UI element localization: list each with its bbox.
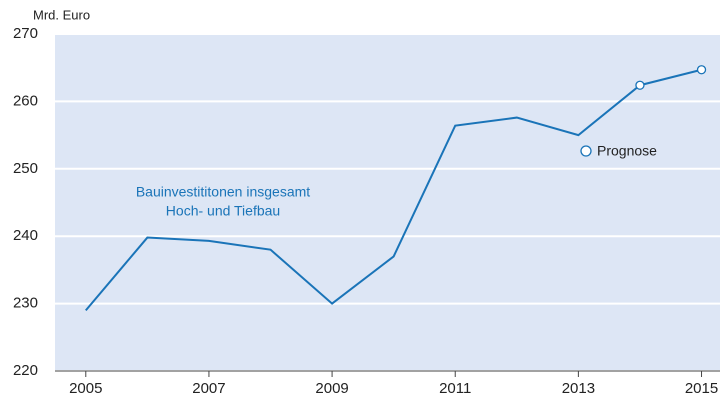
forecast-marker	[696, 65, 707, 75]
forecast-marker	[635, 80, 645, 90]
x-tick-label: 2013	[562, 380, 595, 397]
annotation: Hoch- und Tiefbau	[166, 203, 280, 219]
x-tick-label: 2007	[192, 380, 225, 397]
plot-background	[55, 34, 720, 371]
y-tick-label: 250	[13, 160, 38, 177]
y-axis-label: Mrd. Euro	[33, 7, 90, 22]
y-tick-label: 270	[13, 25, 38, 42]
x-tick-label: 2015	[685, 380, 718, 397]
x-tick-label: 2009	[315, 380, 348, 397]
data-line	[85, 68, 702, 311]
y-tick-label: 260	[13, 92, 38, 109]
legend-label: Prognose	[597, 143, 657, 159]
y-tick-label: 240	[13, 227, 38, 244]
annotation: Bauinvestititonen insgesamt	[136, 184, 310, 200]
y-tick-label: 230	[13, 295, 38, 312]
x-tick-label: 2011	[439, 380, 471, 397]
legend-marker	[580, 145, 592, 157]
y-tick-label: 220	[13, 362, 38, 379]
x-tick-label: 2005	[69, 380, 102, 397]
